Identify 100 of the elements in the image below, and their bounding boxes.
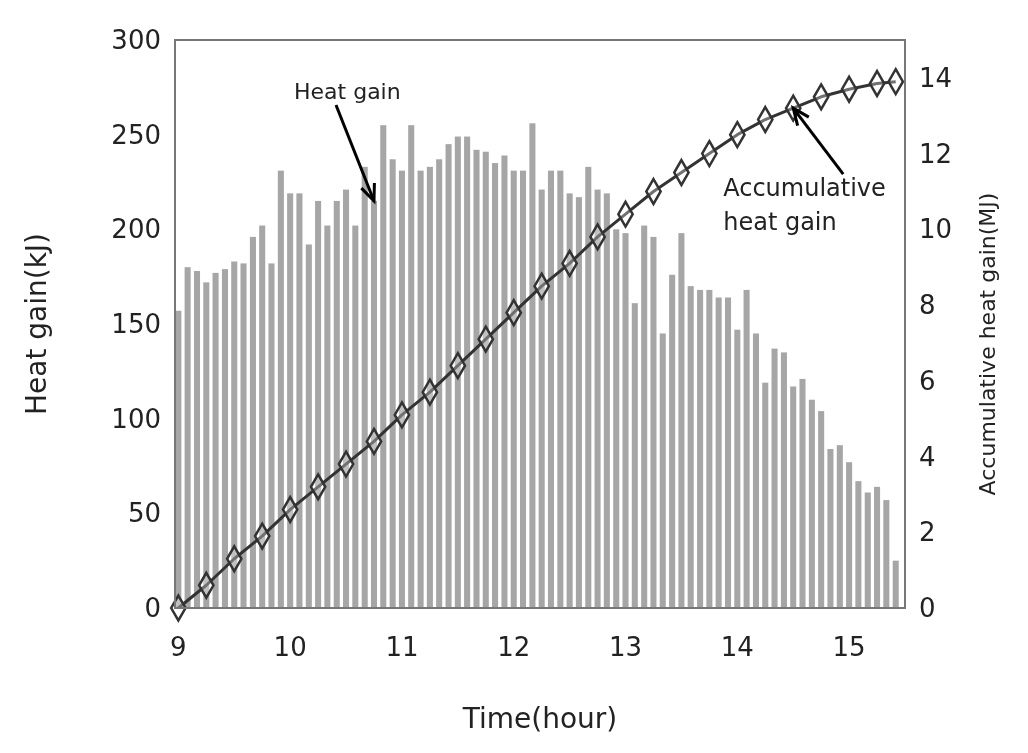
x-tick-label: 13 <box>608 632 643 662</box>
bar <box>641 225 648 608</box>
bar <box>780 352 787 608</box>
bar <box>799 378 806 608</box>
bar <box>305 244 312 608</box>
bar <box>519 170 527 608</box>
bar <box>315 200 322 608</box>
bar <box>268 263 275 608</box>
y-tick-label: 100 <box>111 403 161 434</box>
x-tick-label: 11 <box>385 632 419 662</box>
y2-tick-label: 6 <box>919 365 936 396</box>
bar <box>603 193 610 608</box>
y2-tick-label: 0 <box>919 593 936 624</box>
bar <box>408 125 415 608</box>
bar <box>892 560 899 608</box>
bar <box>529 123 536 608</box>
bar <box>296 193 303 608</box>
bar <box>436 159 443 608</box>
bar <box>361 166 368 608</box>
bar <box>501 155 508 608</box>
bar <box>818 411 825 608</box>
bar <box>762 382 769 608</box>
y-tick-label: 250 <box>111 119 161 150</box>
x-axis-title: Time(hour) <box>461 702 618 735</box>
bar <box>575 197 582 608</box>
bar <box>212 272 219 608</box>
bar <box>454 136 461 608</box>
y-tick-label: 150 <box>111 309 161 340</box>
bar <box>855 481 862 608</box>
bar <box>752 333 760 608</box>
bar <box>687 286 694 608</box>
bar <box>398 170 405 608</box>
bar <box>538 189 545 608</box>
bar <box>426 166 433 608</box>
bar <box>352 225 359 608</box>
y2-tick-label: 10 <box>919 214 953 245</box>
bar <box>715 297 722 608</box>
bar <box>864 492 871 608</box>
y2-tick-label: 12 <box>919 138 953 169</box>
bar <box>194 270 201 608</box>
bar <box>808 399 815 608</box>
bar <box>333 200 340 608</box>
x-tick-label: 12 <box>497 632 531 662</box>
bar <box>221 269 228 608</box>
bar <box>790 386 797 608</box>
bar <box>836 445 843 608</box>
bar <box>874 486 881 608</box>
bar <box>380 125 387 608</box>
bar <box>389 159 396 608</box>
y2-tick-label: 2 <box>919 517 936 548</box>
y-tick-label: 50 <box>127 498 161 529</box>
bar <box>678 233 685 608</box>
bar <box>734 329 741 608</box>
bar <box>445 144 452 608</box>
bar <box>482 151 489 608</box>
bar <box>259 225 266 608</box>
bar <box>771 348 778 608</box>
bar <box>231 261 238 608</box>
bar <box>566 193 573 608</box>
x-tick-label: 9 <box>170 632 187 662</box>
bar <box>547 170 554 608</box>
bar <box>594 189 601 608</box>
x-tick-label: 10 <box>273 632 307 662</box>
bar <box>631 303 638 608</box>
bar <box>370 200 378 608</box>
bar <box>557 170 564 608</box>
bar <box>725 297 732 608</box>
y-tick-label: 300 <box>111 25 161 56</box>
bar <box>240 263 247 608</box>
y2-axis-title: Accumulative heat gain(MJ) <box>975 192 1000 496</box>
bar <box>706 289 713 608</box>
bar <box>846 462 853 608</box>
bar <box>277 170 284 608</box>
bar <box>417 170 424 608</box>
y2-tick-label: 4 <box>919 441 936 472</box>
bar <box>669 274 676 608</box>
bar <box>743 289 750 608</box>
bar <box>324 225 331 608</box>
annotation: Accumulative heat gain <box>723 174 886 237</box>
bar <box>622 233 629 608</box>
bar <box>492 163 499 608</box>
bar <box>827 448 834 608</box>
y2-tick-label: 14 <box>919 62 953 93</box>
bar <box>613 229 620 608</box>
y-axis-title: Heat gain(kJ) <box>20 232 53 416</box>
bar <box>287 193 294 608</box>
bar <box>510 170 517 608</box>
y-tick-label: 0 <box>144 593 161 624</box>
bar <box>697 289 704 608</box>
bar <box>650 236 657 608</box>
bar <box>585 166 592 608</box>
bar <box>473 149 480 608</box>
bar <box>203 282 210 608</box>
bar <box>343 189 350 608</box>
bar <box>184 267 191 608</box>
bar <box>883 500 890 608</box>
x-tick-label: 15 <box>832 632 866 662</box>
bar <box>249 236 256 608</box>
x-tick-label: 14 <box>720 632 754 662</box>
annotation: Heat gain <box>293 78 401 104</box>
